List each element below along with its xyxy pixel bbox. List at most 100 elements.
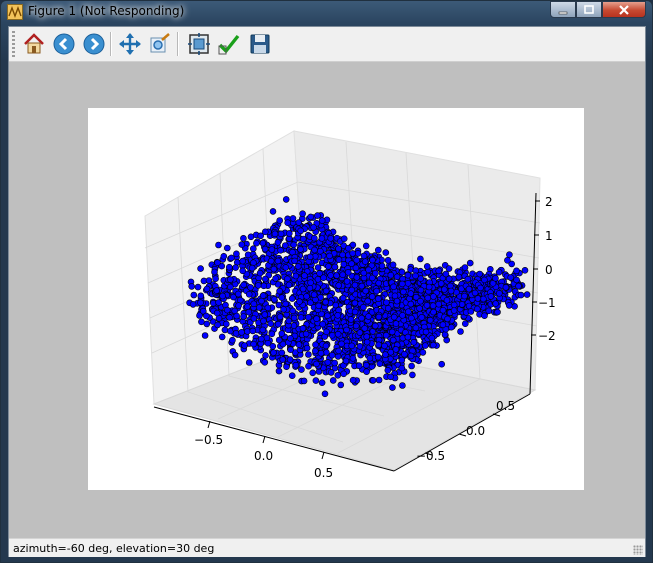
scatter-point <box>481 312 488 319</box>
scatter-point <box>312 341 319 348</box>
minimize-button[interactable] <box>550 1 576 18</box>
scatter-point <box>356 343 364 350</box>
scatter-point <box>203 320 211 328</box>
scatter-point <box>360 252 368 260</box>
scatter-point <box>255 304 263 311</box>
scatter-point <box>233 312 240 320</box>
scatter-point <box>291 257 298 265</box>
pan-button[interactable] <box>117 31 143 57</box>
toolbar-grip[interactable] <box>12 31 15 57</box>
scatter-point <box>398 356 406 364</box>
scatter-point <box>278 294 286 301</box>
scatter-point <box>311 246 318 254</box>
scatter-point <box>228 254 235 262</box>
title-bar[interactable]: Figure 1 (Not Responding) <box>1 1 652 23</box>
scatter-point <box>284 275 291 283</box>
scatter-point <box>244 303 251 310</box>
scatter-point <box>310 291 318 298</box>
scatter-point <box>417 286 425 294</box>
scatter-point <box>382 249 390 256</box>
scatter-point <box>339 294 347 302</box>
scatter-point <box>235 302 242 309</box>
scatter-point <box>392 346 400 353</box>
edit-parameters-button[interactable] <box>216 31 242 57</box>
scatter-point <box>328 332 336 339</box>
figure-canvas[interactable]: −0.5 0.0 0.5 −0.5 0.0 0.5 2 1 0 −1 −2 <box>9 62 645 538</box>
scatter-point <box>408 314 415 322</box>
scatter-point <box>299 285 307 293</box>
scatter-point <box>437 280 445 287</box>
scatter-point <box>366 354 374 362</box>
save-button[interactable] <box>247 31 273 57</box>
scatter-point <box>435 300 443 308</box>
scatter-point <box>349 250 357 257</box>
scatter-point <box>358 282 366 290</box>
home-button[interactable] <box>21 31 47 57</box>
resize-grip[interactable] <box>633 545 643 555</box>
scatter-point <box>238 241 246 248</box>
scatter-point <box>213 287 220 294</box>
scatter-point <box>412 324 420 332</box>
scatter-point <box>271 296 278 303</box>
scatter-point <box>282 196 290 203</box>
checkmark-icon <box>218 34 240 55</box>
scatter-point <box>314 212 321 219</box>
scatter-point <box>334 330 342 338</box>
maximize-button[interactable] <box>576 1 602 18</box>
scatter-point <box>274 320 282 328</box>
scatter-point <box>407 300 415 308</box>
zoom-button[interactable] <box>147 31 173 57</box>
status-text: azimuth=-60 deg, elevation=30 deg <box>13 542 215 555</box>
scatter-point <box>326 252 333 260</box>
scatter-point <box>399 312 406 319</box>
close-button[interactable] <box>602 1 646 18</box>
floppy-disk-icon <box>250 34 270 54</box>
scatter-point <box>502 284 510 291</box>
scatter-point <box>240 235 247 242</box>
scatter-point <box>250 245 257 252</box>
scatter-point <box>398 268 406 276</box>
scatter-point <box>374 246 382 254</box>
y-tick-label: −0.5 <box>416 449 445 463</box>
scatter-point <box>260 317 267 325</box>
configure-subplots-button[interactable] <box>186 31 212 57</box>
scatter-point <box>324 359 332 366</box>
scatter-point <box>353 274 361 281</box>
scatter-point <box>309 369 316 377</box>
scatter-point <box>342 357 350 365</box>
axis-lines <box>153 192 537 472</box>
scatter-point <box>335 256 343 263</box>
scatter-point <box>361 325 369 332</box>
scatter-point <box>282 264 290 271</box>
scatter-point <box>307 213 314 221</box>
scatter-point <box>392 320 400 327</box>
scatter-point <box>270 349 277 356</box>
scatter-point <box>262 275 269 283</box>
scatter-point <box>426 316 434 324</box>
scatter-point <box>267 320 274 327</box>
scatter-point <box>264 339 272 347</box>
maximize-icon <box>584 4 594 14</box>
scatter-point <box>382 351 389 358</box>
scatter-point <box>275 336 283 344</box>
scatter-point <box>335 347 342 355</box>
scatter-point <box>417 297 424 305</box>
floor-pane <box>152 343 537 471</box>
scatter-point <box>241 342 248 349</box>
scatter-point <box>390 313 398 321</box>
3d-scatter-plot[interactable]: −0.5 0.0 0.5 −0.5 0.0 0.5 2 1 0 −1 −2 <box>88 108 584 490</box>
scatter-point <box>372 269 379 277</box>
scatter-point <box>188 283 195 290</box>
forward-button[interactable] <box>81 31 107 57</box>
scatter-point <box>296 298 303 305</box>
scatter-point <box>231 351 239 359</box>
scatter-point <box>250 300 258 308</box>
scatter-point <box>340 370 347 378</box>
scatter-point <box>439 321 447 328</box>
back-button[interactable] <box>51 31 77 57</box>
subplots-icon <box>188 33 210 55</box>
scatter-point <box>214 259 221 266</box>
scatter-point <box>325 263 332 270</box>
scatter-point <box>227 283 234 291</box>
scatter-point <box>343 278 351 285</box>
